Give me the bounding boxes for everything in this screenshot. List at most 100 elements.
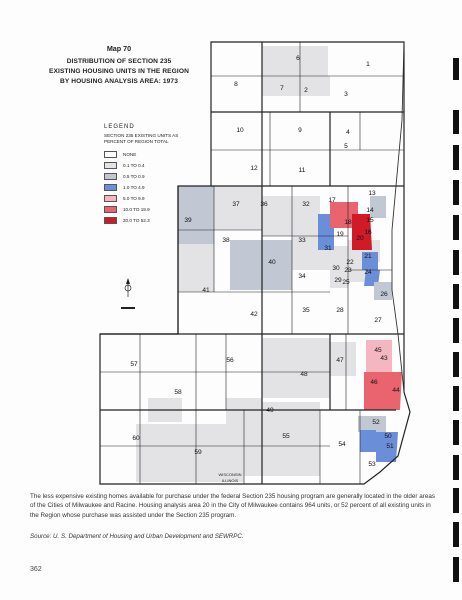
state-line-label: ILLINOIS <box>222 478 239 483</box>
area-fill <box>214 186 262 230</box>
area-label-43: 43 <box>380 355 388 362</box>
area-label-58: 58 <box>174 389 182 396</box>
area-label-15: 15 <box>366 217 374 224</box>
area-fill <box>230 240 292 290</box>
map-number: Map 70 <box>106 44 132 53</box>
area-label-1: 1 <box>366 61 370 68</box>
area-label-57: 57 <box>130 361 138 368</box>
area-label-3: 3 <box>344 91 348 98</box>
binding-mark <box>453 522 459 547</box>
binding-mark <box>453 250 459 275</box>
page-number: 362 <box>30 566 42 573</box>
legend-item: 1.0 TO 4.9 <box>104 182 214 193</box>
area-label-24: 24 <box>364 269 372 276</box>
binding-mark <box>453 110 459 134</box>
area-fill <box>370 196 386 218</box>
area-label-17: 17 <box>328 197 336 204</box>
area-fill <box>358 416 386 432</box>
area-label-45: 45 <box>374 347 382 354</box>
area-label-9: 9 <box>298 127 302 134</box>
area-label-23: 23 <box>344 267 352 274</box>
area-label-59: 59 <box>194 449 202 456</box>
legend-label: 1.0 TO 4.9 <box>123 185 145 190</box>
area-label-20: 20 <box>356 235 364 242</box>
area-label-8: 8 <box>234 81 238 88</box>
legend-swatch <box>104 217 117 224</box>
area-fill <box>364 372 402 410</box>
legend-item: 20.0 TO 52.3 <box>104 215 214 226</box>
area-label-34: 34 <box>298 273 306 280</box>
area-label-12: 12 <box>250 165 258 172</box>
area-fill <box>330 202 358 228</box>
area-label-27: 27 <box>374 317 382 324</box>
area-label-52: 52 <box>372 419 380 426</box>
binding-mark <box>453 557 459 582</box>
area-label-26: 26 <box>380 291 388 298</box>
legend: LEGEND SECTION 235 EXISTING UNITS AS PER… <box>104 124 214 226</box>
area-fill <box>366 340 392 372</box>
area-fill <box>262 46 328 76</box>
area-fill <box>330 246 348 288</box>
area-label-36: 36 <box>260 201 268 208</box>
area-fill <box>262 338 330 398</box>
binding-mark <box>453 284 459 309</box>
area-fill <box>374 282 392 300</box>
binding-mark <box>453 145 459 170</box>
legend-subtitle: SECTION 235 EXISTING UNITS AS PERCENT OF… <box>104 133 179 144</box>
area-label-16: 16 <box>364 229 372 236</box>
area-label-46: 46 <box>370 379 378 386</box>
area-fill <box>262 76 330 96</box>
area-label-56: 56 <box>226 357 234 364</box>
area-label-6: 6 <box>296 55 300 62</box>
binding-mark <box>453 488 459 513</box>
legend-label: 0.5 TO 0.9 <box>123 174 145 179</box>
area-label-50: 50 <box>384 433 392 440</box>
area-label-40: 40 <box>268 259 276 266</box>
legend-swatch <box>104 195 117 202</box>
area-label-33: 33 <box>298 237 306 244</box>
map-source: Source: U. S. Department of Housing and … <box>30 533 244 540</box>
area-label-30: 30 <box>332 265 340 272</box>
legend-label: 5.0 TO 9.9 <box>123 196 145 201</box>
map-title-line-2: EXISTING HOUSING UNITS IN THE REGION <box>49 68 189 75</box>
binding-mark <box>453 215 459 240</box>
area-label-55: 55 <box>282 433 290 440</box>
area-label-49: 49 <box>266 407 274 414</box>
area-label-7: 7 <box>280 85 284 92</box>
area-label-25: 25 <box>342 279 350 286</box>
area-label-18: 18 <box>344 219 352 226</box>
area-label-10: 10 <box>236 127 244 134</box>
area-fill <box>376 432 398 462</box>
legend-label: 0.1 TO 0.4 <box>123 163 145 168</box>
lake-shoreline <box>391 41 405 393</box>
area-label-28: 28 <box>336 307 344 314</box>
area-label-39: 39 <box>184 217 192 224</box>
legend-swatch <box>104 184 117 191</box>
map-title-line-1: DISTRIBUTION OF SECTION 235 <box>66 58 172 65</box>
area-label-37: 37 <box>232 201 240 208</box>
north-arrow-head <box>126 278 130 284</box>
legend-item: NONE <box>104 149 214 160</box>
legend-item: 10.0 TO 19.9 <box>104 204 214 215</box>
legend-item: 0.1 TO 0.4 <box>104 160 214 171</box>
binding-mark <box>453 58 459 80</box>
binding-mark <box>453 352 459 377</box>
legend-label: NONE <box>123 152 137 157</box>
area-label-2: 2 <box>304 87 308 94</box>
area-fill <box>360 430 376 452</box>
area-label-38: 38 <box>222 237 230 244</box>
legend-item: 0.5 TO 0.9 <box>104 171 214 182</box>
area-label-35: 35 <box>302 307 310 314</box>
area-label-47: 47 <box>336 357 344 364</box>
area-label-29: 29 <box>334 277 342 284</box>
state-line-label: WISCONSIN <box>218 472 241 477</box>
area-label-32: 32 <box>302 201 310 208</box>
area-label-44: 44 <box>392 387 400 394</box>
area-label-14: 14 <box>366 207 374 214</box>
binding-mark <box>453 318 459 343</box>
area-fill <box>178 244 214 292</box>
legend-item: 5.0 TO 9.9 <box>104 193 214 204</box>
